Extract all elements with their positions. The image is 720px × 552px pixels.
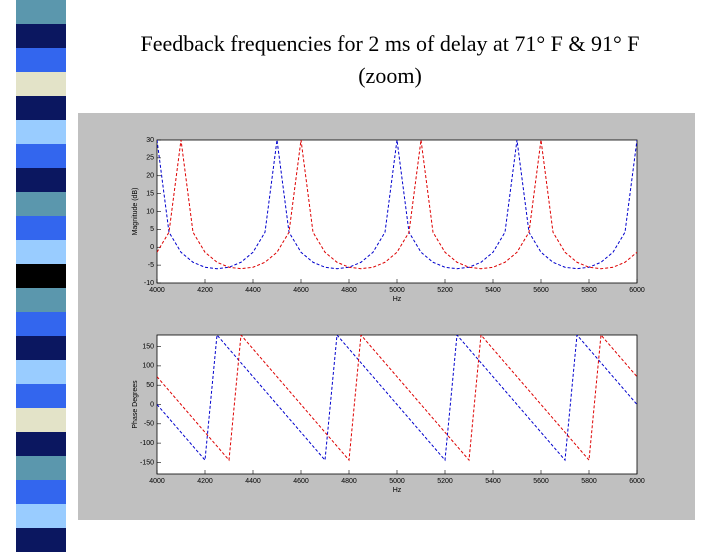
x-tick-label: 4800 bbox=[341, 287, 357, 294]
x-tick-label: 5400 bbox=[485, 478, 501, 485]
x-tick-label: 5800 bbox=[581, 287, 597, 294]
x-tick-label: 4400 bbox=[245, 287, 261, 294]
x-tick-label: 4600 bbox=[293, 287, 309, 294]
decorative-stripe bbox=[16, 0, 66, 552]
x-tick-label: 4200 bbox=[197, 478, 213, 485]
x-axis-label: Hz bbox=[393, 487, 402, 494]
y-tick-label: -5 bbox=[148, 262, 154, 269]
x-tick-label: 5400 bbox=[485, 287, 501, 294]
plot-area bbox=[156, 139, 638, 284]
y-tick-label: 25 bbox=[146, 155, 154, 162]
y-tick-label: -100 bbox=[140, 440, 154, 447]
figure: 4000 4200 4400 4600 4800 5000 5200 5400 5600 5800… bbox=[78, 113, 695, 520]
x-tick-label: 5000 bbox=[389, 287, 405, 294]
title-line: (zoom) bbox=[358, 63, 422, 88]
y-tick-label: -150 bbox=[140, 459, 154, 466]
x-tick-label: 4000 bbox=[149, 478, 165, 485]
y-tick-label: 10 bbox=[146, 208, 154, 215]
y-tick-label: 0 bbox=[150, 401, 154, 408]
y-tick-label: 0 bbox=[150, 244, 154, 251]
y-tick-label: 20 bbox=[146, 173, 154, 180]
x-tick-label: 4000 bbox=[149, 287, 165, 294]
x-tick-label: 6000 bbox=[629, 287, 645, 294]
slide: Feedback frequencies for 2 ms of delay a… bbox=[16, 0, 700, 552]
y-tick-label: 50 bbox=[146, 382, 154, 389]
y-tick-label: 100 bbox=[142, 363, 154, 370]
title-line: Feedback frequencies for 2 ms of delay a… bbox=[140, 31, 640, 56]
x-tick-label: 4800 bbox=[341, 478, 357, 485]
x-tick-label: 5600 bbox=[533, 478, 549, 485]
x-tick-label: 5800 bbox=[581, 478, 597, 485]
y-tick-label: 150 bbox=[142, 343, 154, 350]
y-axis-label: Magnitude (dB) bbox=[132, 188, 139, 236]
y-tick-label: 5 bbox=[150, 226, 154, 233]
y-tick-label: -10 bbox=[144, 280, 154, 287]
y-axis-label: Phase Degrees bbox=[132, 380, 139, 429]
series-line bbox=[157, 140, 637, 270]
x-tick-label: 5200 bbox=[437, 478, 453, 485]
series-line bbox=[157, 335, 637, 462]
x-tick-label: 6000 bbox=[629, 478, 645, 485]
x-tick-label: 5000 bbox=[389, 478, 405, 485]
y-tick-label: 30 bbox=[146, 137, 154, 144]
series-line bbox=[157, 335, 637, 462]
x-tick-label: 4200 bbox=[197, 287, 213, 294]
slide-title: Feedback frequencies for 2 ms of delay a… bbox=[80, 28, 700, 92]
y-tick-label: 15 bbox=[146, 190, 154, 197]
x-tick-label: 4400 bbox=[245, 478, 261, 485]
x-tick-label: 4600 bbox=[293, 478, 309, 485]
x-axis-label: Hz bbox=[393, 296, 402, 303]
x-tick-label: 5600 bbox=[533, 287, 549, 294]
x-tick-label: 5200 bbox=[437, 287, 453, 294]
y-tick-label: -50 bbox=[144, 421, 154, 428]
